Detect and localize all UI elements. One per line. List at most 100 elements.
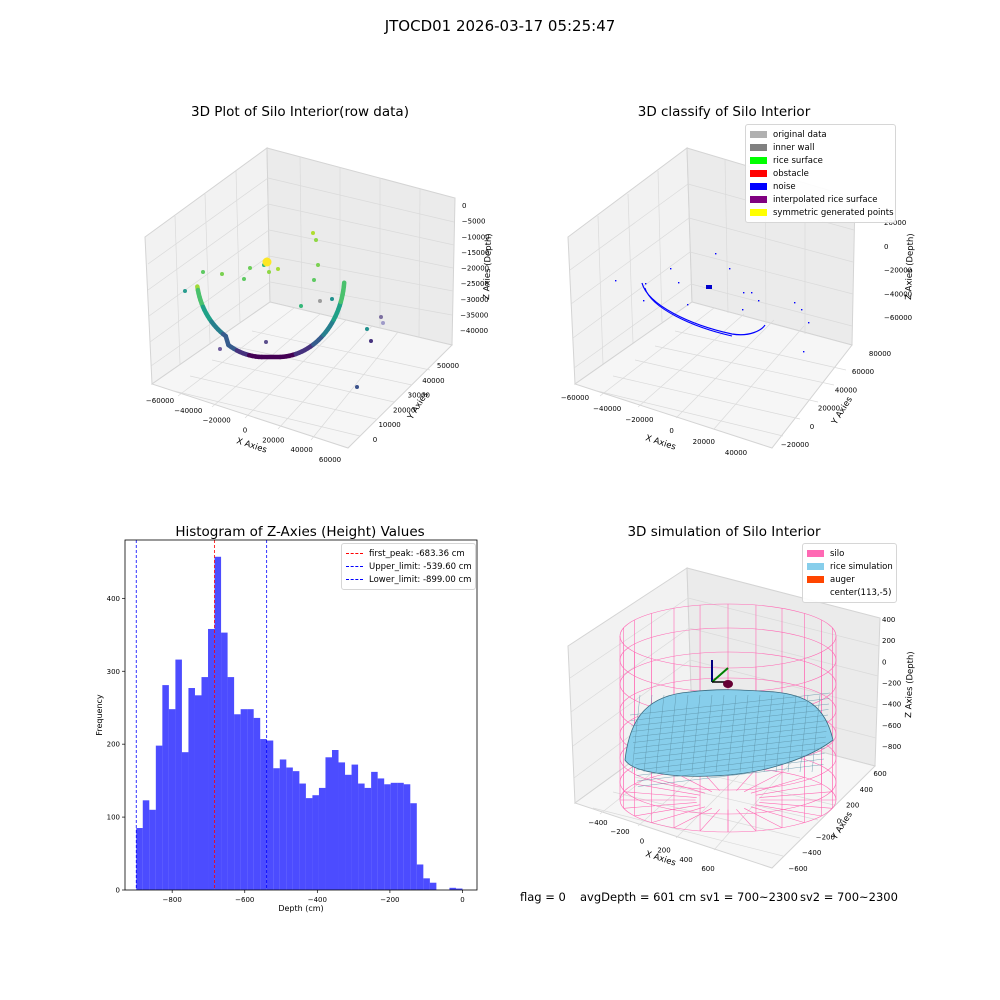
legend-label: rice simulation [830,561,893,572]
classify-y-tick-labels: −20000 0 20000 40000 60000 80000 [781,350,891,449]
histogram-bar [253,717,261,890]
mesh-line [637,764,824,787]
tick-label: −20000 [203,417,231,425]
x-tick-label: −600 [235,896,254,904]
y-tick-label: 300 [107,668,120,676]
silo-floor-line [673,808,712,828]
tick-label: 40000 [725,449,747,457]
tick-label: 200 [846,802,859,810]
tick-label: −40000 [460,327,488,335]
tick-label: 60000 [852,368,874,376]
classify-noise-curve-2 [644,287,733,337]
histogram-bar [162,685,169,890]
noise-point [670,268,672,270]
histogram-bar [423,878,430,890]
tick-label: −20000 [781,441,809,449]
noise-point [729,268,731,270]
scatter-point [201,270,205,274]
mesh-line [667,694,677,773]
tick-label: −400 [802,849,821,857]
tick-label: 0 [837,818,841,826]
simulation-z-axis-label: Z Axies (Depth) [904,651,916,718]
simulation-legend: silo rice simulation auger center(113,-5) [802,543,897,603]
tick-label: 0 [882,658,886,666]
legend-item: obstacle [750,167,891,180]
scatter-point [318,299,322,303]
histogram-bar [142,800,150,890]
histogram-bar [305,798,313,890]
noise-point [742,309,744,311]
x-tick-label: 0 [460,896,464,904]
mesh-line [635,747,826,771]
legend-swatch [807,563,824,570]
tick-label: −5000 [462,218,486,226]
legend-item: Upper_limit: -539.60 cm [346,560,472,573]
legend-label: first_peak: -683.36 cm [369,548,465,559]
histogram-bar [279,759,287,890]
noise-point [801,309,803,311]
tick-label: −40000 [884,290,912,298]
legend-swatch [807,550,824,557]
simulation-y-axis-label: Y Axies [830,810,856,843]
raw-curve-series [195,280,347,360]
histogram-title: Histogram of Z-Axies (Height) Values [175,524,425,540]
tick-label: 600 [701,865,714,873]
mesh-line [775,694,785,773]
mesh-line [715,694,725,773]
mesh-line [634,731,827,754]
mesh-line [637,758,825,782]
histogram-bar [410,803,417,890]
scatter-point [262,257,272,267]
tick-label: −600 [788,865,807,873]
scatter-point [379,315,383,319]
histogram-bar [292,771,300,890]
histogram-bar [260,739,267,890]
mesh-line [631,703,830,727]
classify-z-tick-labels: 20000 0 −20000 −40000 −60000 [884,219,912,322]
legend-item: silo [807,547,892,560]
histogram-bar [455,888,463,890]
scatter-point [314,238,318,242]
noise-point [715,253,717,255]
scatter-point [183,289,187,293]
silo-floor-line [651,777,706,794]
tick-label: −800 [882,743,901,751]
silo-floor-line [756,804,822,817]
noise-point [645,283,647,285]
sv2-text: sv2 = 700~2300 [800,890,898,904]
legend-label: rice surface [773,155,823,166]
tick-label: −30000 [461,296,489,304]
legend-item: auger [807,573,892,586]
tick-label: −60000 [561,394,589,402]
figure-title: JTOCD01 2026-03-17 05:25:47 [384,17,616,35]
silo-floor-line [750,777,805,794]
histogram-bar [318,787,326,890]
tick-label: 600 [873,770,886,778]
legend-label: symmetric generated points [773,207,894,218]
mesh-line [811,694,821,773]
histogram-bar [240,709,248,890]
auger-axis-y [711,667,729,683]
mesh-line [631,694,641,773]
tick-label: 200 [882,637,895,645]
classify-z-axis-label: Z Axies (Depth) [904,233,916,300]
legend-line [346,553,363,554]
tick-label: −20000 [461,265,489,273]
histogram-bar [273,768,280,890]
histogram-bar [377,778,385,890]
histogram-bar [175,659,182,890]
sv1-text: sv1 = 700~2300 [700,890,798,904]
histogram-bar [312,795,319,890]
histogram-bars [136,556,463,890]
noise-point [678,282,680,284]
legend-label: silo [830,548,845,559]
mesh-line [632,720,828,743]
silo-floor-line [744,772,783,792]
tick-label: −35000 [460,311,488,319]
noise-point [803,351,805,353]
silo-floor-line [759,791,833,798]
histogram-bar [227,677,235,890]
